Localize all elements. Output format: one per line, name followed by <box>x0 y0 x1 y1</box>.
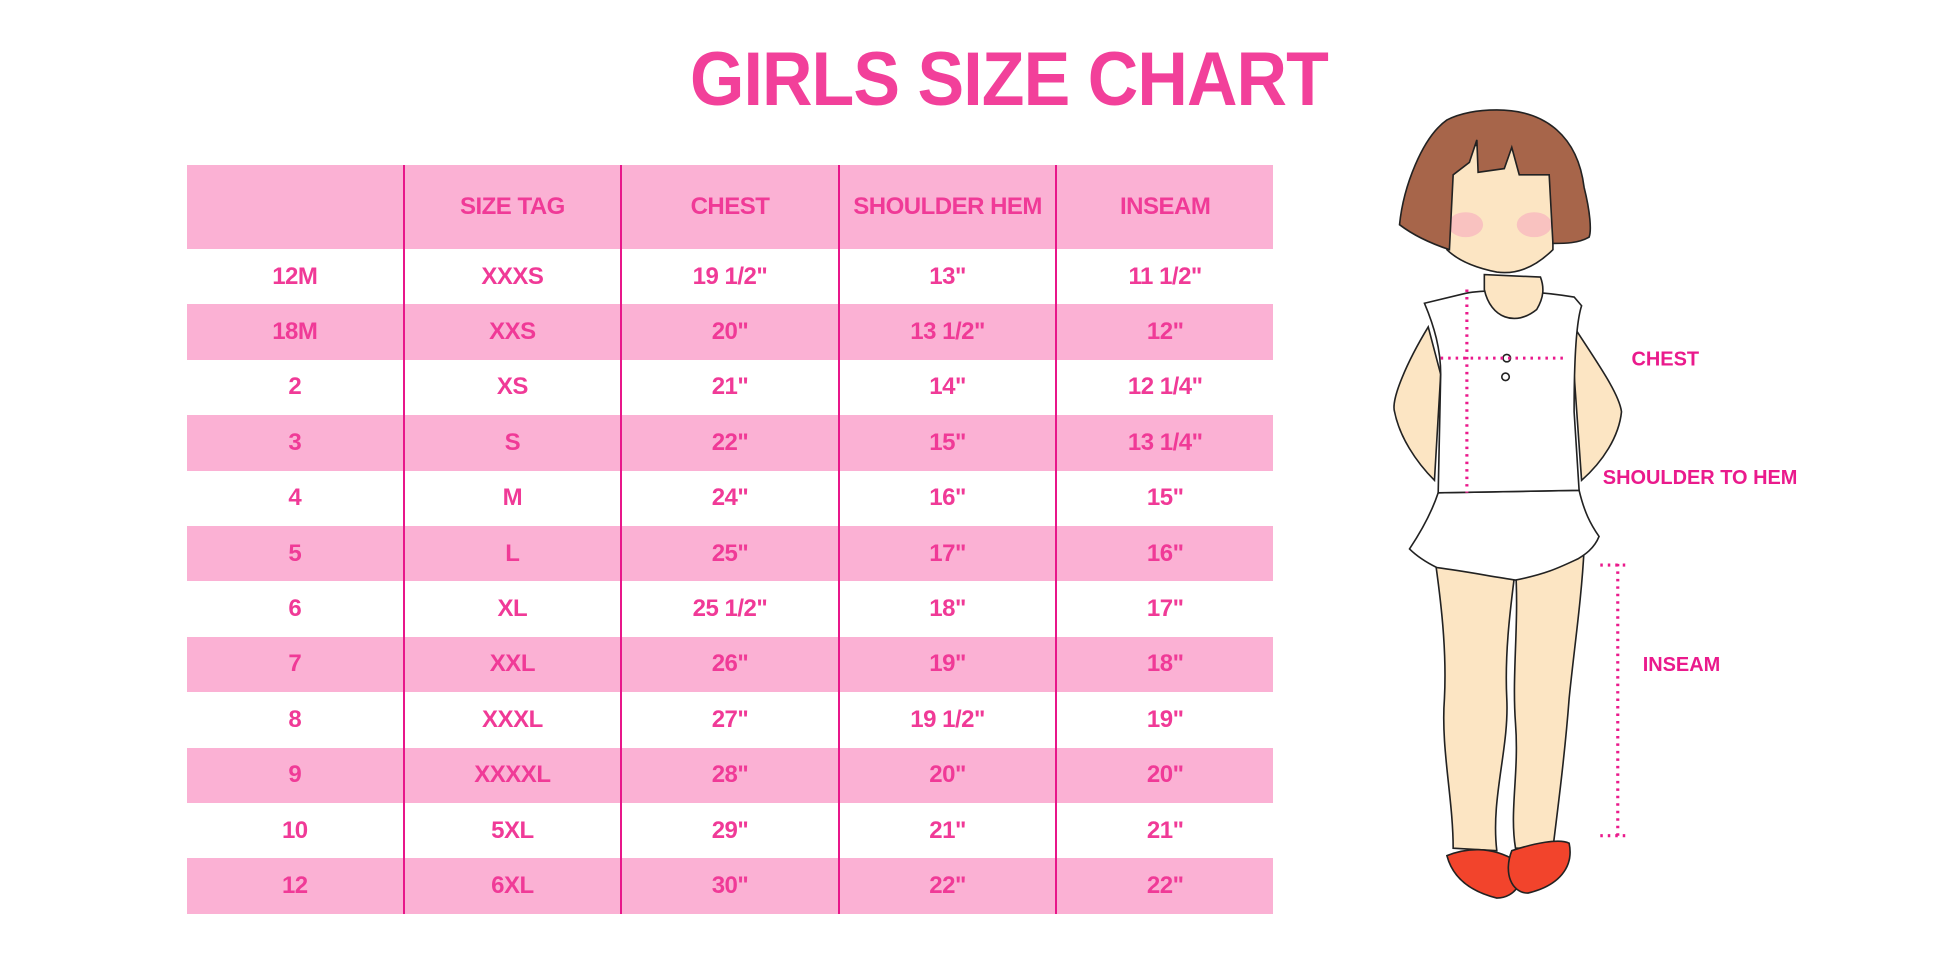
cell-shoulder-hem: 22" <box>837 858 1057 914</box>
cell-shoulder-hem: 17" <box>837 525 1057 582</box>
header-chest: CHEST <box>620 165 839 249</box>
table-row: 12 6XL 30" 22" 22" <box>187 858 1273 914</box>
cell-chest: 20" <box>620 304 839 360</box>
cell-chest: 26" <box>620 636 839 693</box>
cell-inseam: 12" <box>1055 304 1273 360</box>
cell-inseam: 18" <box>1055 636 1273 693</box>
cell-chest: 19 1/2" <box>620 249 839 305</box>
cell-inseam: 13 1/4" <box>1055 415 1273 471</box>
cell-size-tag: XXXXL <box>402 747 622 803</box>
right-arm <box>1573 324 1623 483</box>
cell-shoulder-hem: 14" <box>837 359 1057 416</box>
cell-inseam: 22" <box>1055 858 1273 914</box>
header-size <box>187 165 404 249</box>
cell-size: 9 <box>187 747 404 803</box>
cell-size-tag: L <box>402 525 622 582</box>
left-cheek <box>1448 212 1484 238</box>
neck <box>1483 273 1544 320</box>
cell-inseam: 19" <box>1055 692 1273 748</box>
cell-size: 6 <box>288 595 302 623</box>
cell-shoulder-hem: 21" <box>837 802 1057 859</box>
cell-inseam: 12 1/4" <box>1055 359 1273 416</box>
header-shoulder-hem: SHOULDER HEM <box>837 165 1057 249</box>
table-row: 6 XL 25 1/2" 18" 17" <box>187 581 1273 637</box>
cell-inseam: 11 1/2" <box>1055 249 1273 305</box>
cell-shoulder-hem: 13" <box>837 249 1057 305</box>
cell-chest: 24" <box>620 470 839 526</box>
cell-shoulder-hem: 15" <box>837 415 1057 471</box>
child-measurement-illustration: CHEST SHOULDER TO HEM INSEAM <box>1393 109 1798 899</box>
table-row: 18M XXS 20" 13 1/2" 12" <box>187 304 1273 360</box>
cell-shoulder-hem: 19 1/2" <box>837 692 1057 748</box>
table-row: 7 XXL 26" 19" 18" <box>187 636 1273 693</box>
shirt <box>1423 290 1583 494</box>
skirt <box>1408 489 1600 581</box>
cell-size: 12M <box>272 262 318 290</box>
cell-size-tag: XL <box>402 581 622 637</box>
cell-inseam: 21" <box>1055 802 1273 859</box>
cell-size: 12 <box>187 858 404 914</box>
shirt-button <box>1500 372 1511 382</box>
cell-size-tag: XXXS <box>402 249 622 305</box>
table-row: 8 XXXL 27" 19 1/2" 19" <box>187 692 1273 748</box>
cell-size-tag: 5XL <box>402 802 622 859</box>
cell-shoulder-hem: 18" <box>837 581 1057 637</box>
table-row: 12M XXXS 19 1/2" 13" 11 1/2" <box>187 249 1273 305</box>
cell-inseam: 15" <box>1055 470 1273 526</box>
table-header-row: SIZE TAG CHEST SHOULDER HEM INSEAM <box>187 165 1273 249</box>
cell-inseam: 16" <box>1055 525 1273 582</box>
table-row: 4 M 24" 16" 15" <box>187 470 1273 526</box>
size-table: SIZE TAG CHEST SHOULDER HEM INSEAM 12M XX… <box>187 165 1273 914</box>
cell-chest: 21" <box>620 359 839 416</box>
cell-inseam: 20" <box>1055 747 1273 803</box>
right-leg <box>1512 547 1585 849</box>
header-inseam: INSEAM <box>1055 165 1273 249</box>
shoulder-to-hem-label: SHOULDER TO HEM <box>1603 467 1798 489</box>
cell-size-tag: XS <box>402 359 622 416</box>
cell-inseam: 17" <box>1055 581 1273 637</box>
cell-size: 3 <box>187 415 404 471</box>
left-arm <box>1393 324 1442 483</box>
left-leg <box>1433 554 1517 852</box>
right-cheek <box>1516 212 1552 238</box>
chest-label: CHEST <box>1631 349 1699 371</box>
cell-size-tag: XXS <box>402 304 622 360</box>
cell-chest: 25 1/2" <box>620 581 839 637</box>
cell-size: 18M <box>187 304 404 360</box>
header-size-tag: SIZE TAG <box>402 165 622 249</box>
cell-shoulder-hem: 19" <box>837 636 1057 693</box>
cell-chest: 22" <box>620 415 839 471</box>
table-row: 9 XXXXL 28" 20" 20" <box>187 747 1273 803</box>
cell-size: 4 <box>288 484 302 512</box>
cell-size: 8 <box>288 705 302 733</box>
cell-size-tag: 6XL <box>402 858 622 914</box>
hair <box>1398 109 1592 251</box>
cell-shoulder-hem: 16" <box>837 470 1057 526</box>
table-row: 5 L 25" 17" 16" <box>187 525 1273 582</box>
cell-size: 2 <box>288 373 302 401</box>
table-row: 10 5XL 29" 21" 21" <box>187 802 1273 859</box>
table-row: 2 XS 21" 14" 12 1/4" <box>187 359 1273 416</box>
cell-size-tag: XXL <box>402 636 622 693</box>
cell-size: 7 <box>187 636 404 693</box>
cell-chest: 28" <box>620 747 839 803</box>
page-title: GIRLS SIZE CHART <box>690 37 1329 122</box>
cell-size: 5 <box>187 525 404 582</box>
cell-size-tag: XXXL <box>402 692 622 748</box>
cell-chest: 25" <box>620 525 839 582</box>
cell-chest: 29" <box>620 802 839 859</box>
cell-chest: 30" <box>620 858 839 914</box>
cell-size: 10 <box>281 816 308 844</box>
table-row: 3 S 22" 15" 13 1/4" <box>187 415 1273 471</box>
cell-size-tag: S <box>402 415 622 471</box>
right-shoe <box>1507 840 1571 894</box>
cell-shoulder-hem: 20" <box>837 747 1057 803</box>
cell-chest: 27" <box>620 692 839 748</box>
inseam-label: INSEAM <box>1643 654 1721 676</box>
cell-shoulder-hem: 13 1/2" <box>837 304 1057 360</box>
cell-size-tag: M <box>402 470 622 526</box>
